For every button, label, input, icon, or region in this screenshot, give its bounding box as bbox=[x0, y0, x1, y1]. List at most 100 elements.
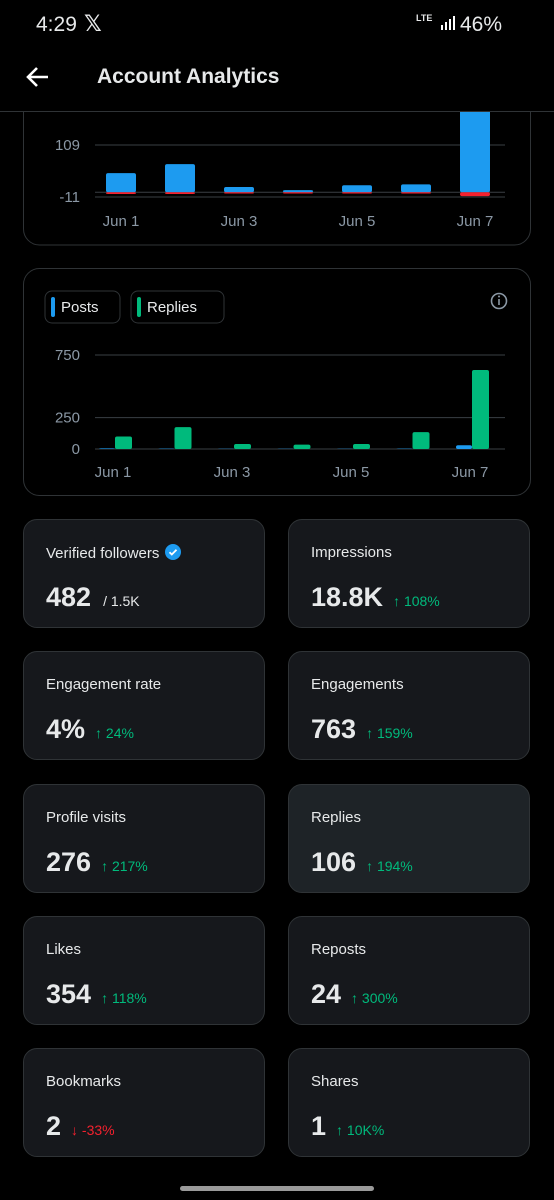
stat-value-row: 276 ↑ 217% bbox=[46, 847, 148, 878]
bar bbox=[106, 192, 136, 194]
stat-card[interactable]: Engagements 763 ↑ 159% bbox=[288, 651, 530, 761]
stat-value: 4% bbox=[46, 714, 86, 745]
bar bbox=[174, 427, 192, 449]
stat-change: ↑ 300% bbox=[351, 989, 398, 1006]
stat-value-row: 482 / 1.5K bbox=[46, 582, 140, 613]
bar bbox=[283, 192, 313, 194]
stat-label-text: Shares bbox=[311, 1073, 359, 1091]
back-button[interactable] bbox=[25, 64, 51, 90]
stat-label-text: Engagements bbox=[311, 676, 404, 694]
bar bbox=[401, 192, 431, 194]
time: 4:29 bbox=[36, 13, 77, 36]
stat-card[interactable]: Likes 354 ↑ 118% bbox=[23, 915, 265, 1025]
stat-label: Verified followers bbox=[46, 544, 182, 562]
stat-value-row: 4% ↑ 24% bbox=[46, 714, 134, 745]
stat-change: ↑ 24% bbox=[95, 725, 134, 742]
stat-card[interactable]: Reposts 24 ↑ 300% bbox=[288, 915, 530, 1025]
bar bbox=[293, 444, 311, 449]
info-icon[interactable] bbox=[490, 292, 508, 310]
legend-swatch bbox=[137, 297, 141, 317]
y-tick-label: 0 bbox=[72, 441, 80, 458]
stat-change: ↑ 10K% bbox=[336, 1122, 385, 1139]
stat-label-text: Likes bbox=[46, 940, 82, 958]
stat-card[interactable]: Replies 106 ↑ 194% bbox=[288, 783, 530, 893]
stat-value: 106 bbox=[311, 846, 357, 877]
chart-card bbox=[23, 268, 531, 496]
stat-value: 2 bbox=[46, 1111, 62, 1142]
x-tick-label: Jun 7 bbox=[457, 213, 494, 230]
stat-value-row: 1 ↑ 10K% bbox=[311, 1111, 384, 1142]
stat-value: 482 bbox=[46, 582, 92, 612]
header: Account Analytics bbox=[0, 50, 554, 112]
stat-label: Replies bbox=[311, 809, 361, 826]
stat-card[interactable]: Engagement rate 4% ↑ 24% bbox=[23, 651, 265, 761]
stat-card[interactable]: Verified followers 482 / 1.5K bbox=[23, 519, 265, 628]
bar bbox=[460, 192, 490, 197]
bar bbox=[115, 436, 132, 449]
x-tick-label: Jun 5 bbox=[333, 464, 370, 481]
y-tick-label: 109 bbox=[55, 137, 80, 154]
bar bbox=[342, 185, 372, 193]
stat-label: Reposts bbox=[311, 941, 366, 958]
stat-label-text: Reposts bbox=[311, 940, 367, 958]
legend-item[interactable] bbox=[130, 290, 225, 324]
x-tick-label: Jun 3 bbox=[221, 213, 258, 230]
stat-label: Shares bbox=[311, 1073, 359, 1090]
stat-label-text: Replies bbox=[311, 808, 362, 826]
x-tick-label: Jun 7 bbox=[452, 464, 489, 481]
legend-label: Posts bbox=[61, 299, 99, 316]
stat-card[interactable]: Impressions 18.8K ↑ 108% bbox=[288, 519, 530, 628]
signal-icon bbox=[441, 16, 455, 30]
stat-value-row: 24 ↑ 300% bbox=[311, 979, 398, 1010]
stat-value-row: 354 ↑ 118% bbox=[46, 979, 147, 1010]
info-icon bbox=[498, 295, 500, 298]
bar bbox=[99, 448, 115, 449]
status-bar: 4:29 𝕏 LTE 46% bbox=[0, 0, 554, 50]
stat-value: 18.8K bbox=[311, 582, 384, 612]
x-tick-label: Jun 1 bbox=[103, 213, 140, 230]
x-tick-label: Jun 3 bbox=[214, 464, 251, 481]
verified-badge bbox=[165, 544, 182, 560]
page-title: Account Analytics bbox=[97, 65, 280, 88]
stat-change: ↑ 108% bbox=[393, 593, 440, 609]
stat-value-row: 18.8K ↑ 108% bbox=[311, 582, 440, 613]
stat-label: Engagement rate bbox=[46, 676, 161, 693]
stat-card[interactable]: Shares 1 ↑ 10K% bbox=[288, 1048, 530, 1158]
bar bbox=[283, 190, 313, 193]
bar bbox=[224, 192, 254, 194]
bar bbox=[460, 111, 490, 193]
y-tick-label: -11 bbox=[59, 189, 80, 206]
stat-label: Engagements bbox=[311, 676, 404, 693]
stat-value-row: 2 ↓ -33% bbox=[46, 1111, 115, 1142]
x-tick-label: Jun 1 bbox=[95, 464, 132, 481]
stat-label-text: Bookmarks bbox=[46, 1073, 122, 1091]
stat-value: 276 bbox=[46, 846, 92, 877]
stat-label-text: Profile visits bbox=[46, 808, 127, 826]
y-tick-label: 250 bbox=[55, 410, 80, 427]
stat-card[interactable]: Profile visits 276 ↑ 217% bbox=[23, 783, 265, 893]
stat-card[interactable]: Bookmarks 2 ↓ -33% bbox=[23, 1048, 265, 1158]
x-tick-label: Jun 5 bbox=[339, 213, 376, 230]
bar bbox=[224, 187, 254, 193]
bar bbox=[234, 443, 251, 449]
stat-label: Profile visits bbox=[46, 809, 126, 826]
stat-label-text: Engagement rate bbox=[46, 676, 162, 694]
stat-value-row: 106 ↑ 194% bbox=[311, 847, 413, 878]
stat-value-row: 763 ↑ 159% bbox=[311, 714, 413, 745]
stat-change: ↑ 217% bbox=[101, 857, 148, 874]
bar bbox=[106, 173, 136, 193]
stat-value: 1 bbox=[311, 1111, 327, 1142]
home-indicator bbox=[180, 1186, 374, 1191]
stat-change: ↑ 118% bbox=[101, 989, 147, 1006]
stat-label: Impressions bbox=[311, 544, 392, 561]
y-tick-label: 750 bbox=[55, 347, 80, 364]
network: LTE bbox=[416, 13, 433, 23]
x-icon: 𝕏 bbox=[84, 11, 102, 36]
info-icon bbox=[498, 299, 500, 305]
bar bbox=[412, 432, 430, 449]
battery: 46% bbox=[460, 13, 503, 36]
legend-item[interactable] bbox=[44, 290, 121, 324]
bar bbox=[401, 184, 431, 193]
stat-total: / 1.5K bbox=[103, 593, 140, 609]
